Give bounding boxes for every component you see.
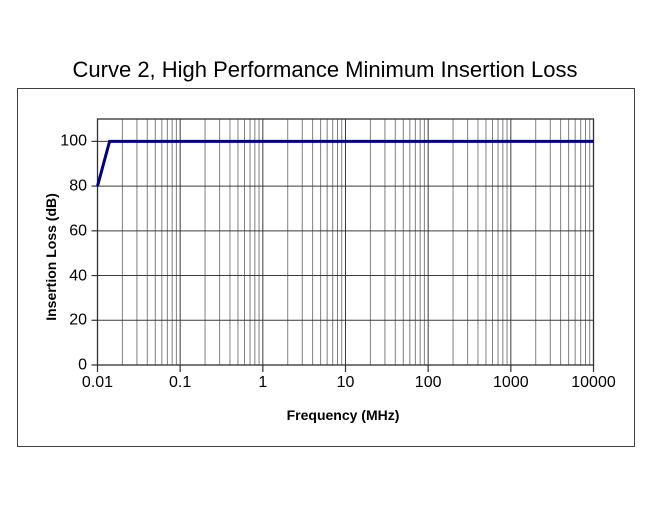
x-axis-title: Frequency (MHz) xyxy=(286,407,400,423)
y-axis-title: Insertion Loss (dB) xyxy=(43,193,59,321)
chart-title: Curve 2, High Performance Minimum Insert… xyxy=(72,57,578,82)
chart-frame xyxy=(17,88,635,447)
